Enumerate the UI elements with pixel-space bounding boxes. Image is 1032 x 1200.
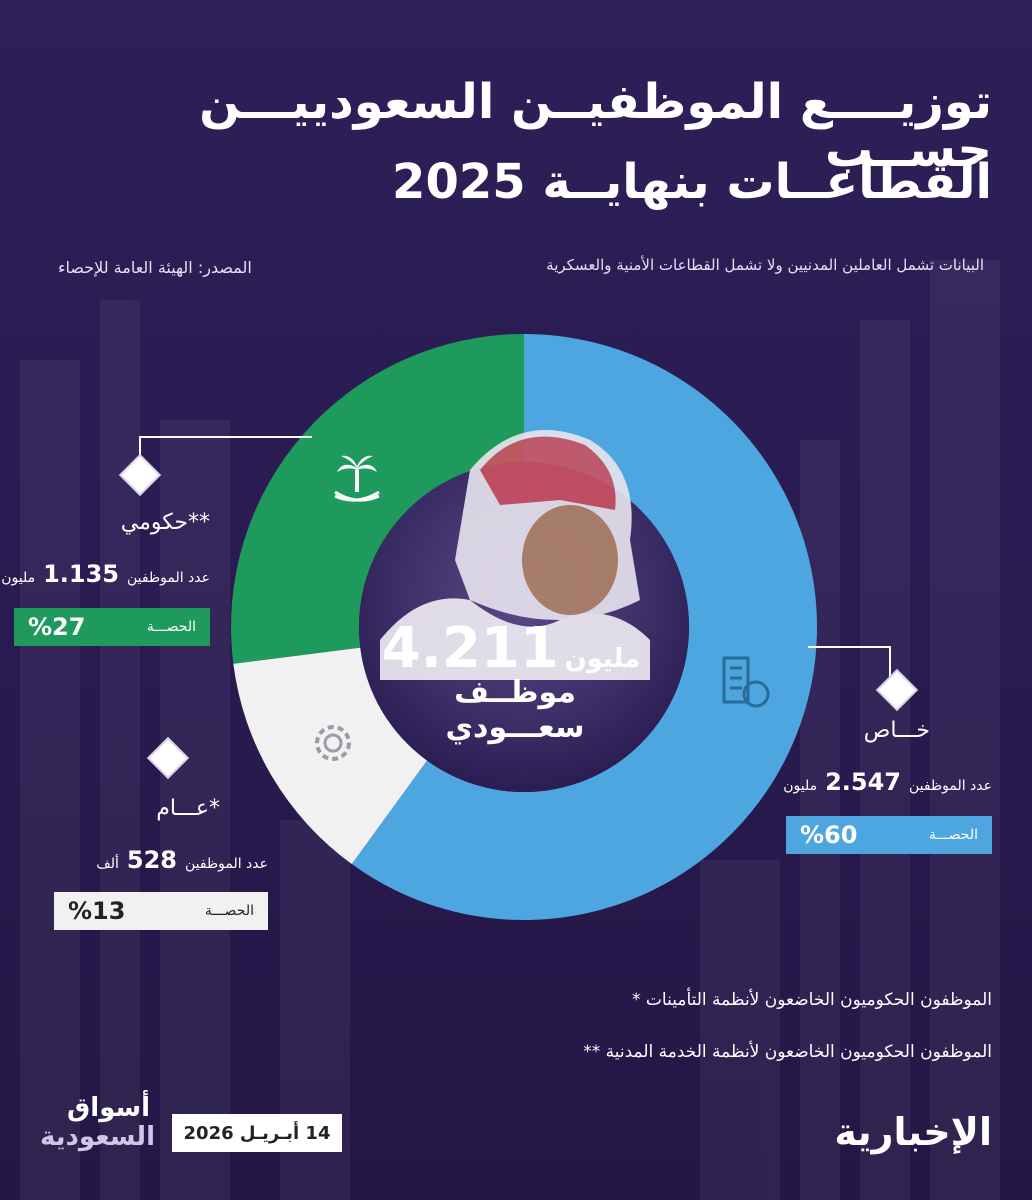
footnote-1: * الموظفون الحكوميون الخاضعون لأنظمة الت… xyxy=(631,990,992,1010)
total-unit: مليون xyxy=(564,644,641,674)
date-badge: 14 أبـريـل 2026 xyxy=(172,1114,342,1152)
private-count-row: عدد الموظفين2.547مليون xyxy=(783,768,992,796)
gov-name: حكومي** xyxy=(120,510,210,535)
total-caption: موظــف سعـــودي xyxy=(445,675,585,745)
alekhbariya-logo: الإخبارية xyxy=(834,1110,992,1154)
title-line-1: توزيــــع الموظفيــن السعودييـــن حســب xyxy=(199,74,992,178)
aswaq-logo: أسواق السعودية xyxy=(40,1093,155,1152)
private-name: خـــاص xyxy=(863,718,930,743)
person-illustration xyxy=(380,430,650,680)
building-icon xyxy=(722,656,770,708)
donut-slice-public xyxy=(233,647,428,865)
total-value: 4.211 xyxy=(381,616,559,681)
public-count-row: عدد الموظفين528ألف xyxy=(96,846,268,874)
gear-icon xyxy=(315,725,351,761)
footnote-2: ** الموظفون الحكوميون الخاضعون لأنظمة ال… xyxy=(583,1042,992,1062)
palm-swords-icon xyxy=(334,455,380,502)
public-share: الحصـــة %13 xyxy=(54,892,268,930)
gov-count-row: عدد الموظفين1.135مليون xyxy=(1,560,210,588)
public-name: عـــام* xyxy=(156,796,220,821)
center-total: 4.211 مليون موظــف سعـــودي xyxy=(380,616,650,745)
gov-marker xyxy=(118,453,162,497)
donut-slice-gov xyxy=(231,334,524,664)
public-label: عـــام* xyxy=(120,796,220,821)
gov-label: حكومي** xyxy=(60,510,210,535)
private-share: الحصـــة %60 xyxy=(786,816,992,854)
source-text: المصدر: الهيئة العامة للإحصاء xyxy=(58,258,252,277)
gov-share: الحصـــة %27 xyxy=(14,608,210,646)
private-label: خـــاص xyxy=(810,718,930,743)
public-marker xyxy=(146,736,190,780)
data-note: البيانات تشمل العاملين المدنيين ولا تشمل… xyxy=(546,256,984,274)
title-line-2: القطاعــات بنهايــة 2025 xyxy=(392,154,992,210)
donut-slice-private xyxy=(351,334,818,921)
private-marker xyxy=(875,668,919,712)
